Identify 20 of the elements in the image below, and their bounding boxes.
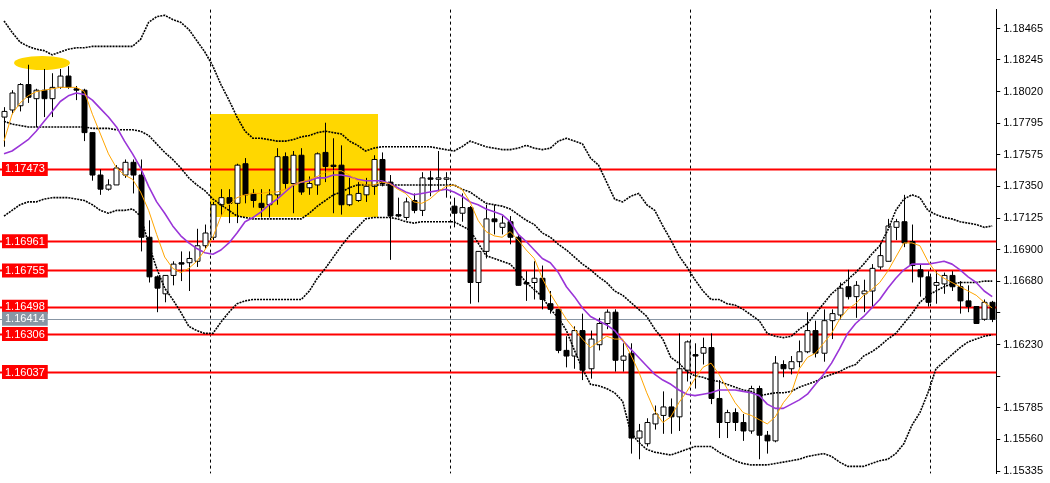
- ref-line-label: 1.16961: [5, 234, 45, 247]
- y-tick-label: 1.15785: [1003, 400, 1043, 413]
- ref-line-label: 1.16755: [5, 264, 45, 277]
- y-tick-label: 1.17575: [1003, 147, 1043, 160]
- y-tick-label: 1.16230: [1003, 337, 1043, 350]
- y-tick-label: 1.17350: [1003, 179, 1043, 192]
- ref-line-label: 1.16498: [5, 300, 45, 313]
- y-tick-label: 1.17125: [1003, 211, 1043, 224]
- y-tick-label: 1.16900: [1003, 243, 1043, 256]
- ref-line-label: 1.16306: [5, 327, 45, 340]
- y-tick-label: 1.18465: [1003, 21, 1043, 34]
- y-tick-label: 1.15560: [1003, 432, 1043, 445]
- y-tick-label: 1.18020: [1003, 84, 1043, 97]
- y-tick-label: 1.15335: [1003, 464, 1043, 477]
- y-tick-label: 1.18245: [1003, 52, 1043, 65]
- y-tick-label: 1.16680: [1003, 274, 1043, 287]
- ref-line-label: 1.16414: [5, 312, 45, 325]
- y-tick-label: 1.17795: [1003, 116, 1043, 129]
- ref-line-label: 1.17473: [5, 162, 45, 175]
- ref-line-label: 1.16037: [5, 365, 45, 378]
